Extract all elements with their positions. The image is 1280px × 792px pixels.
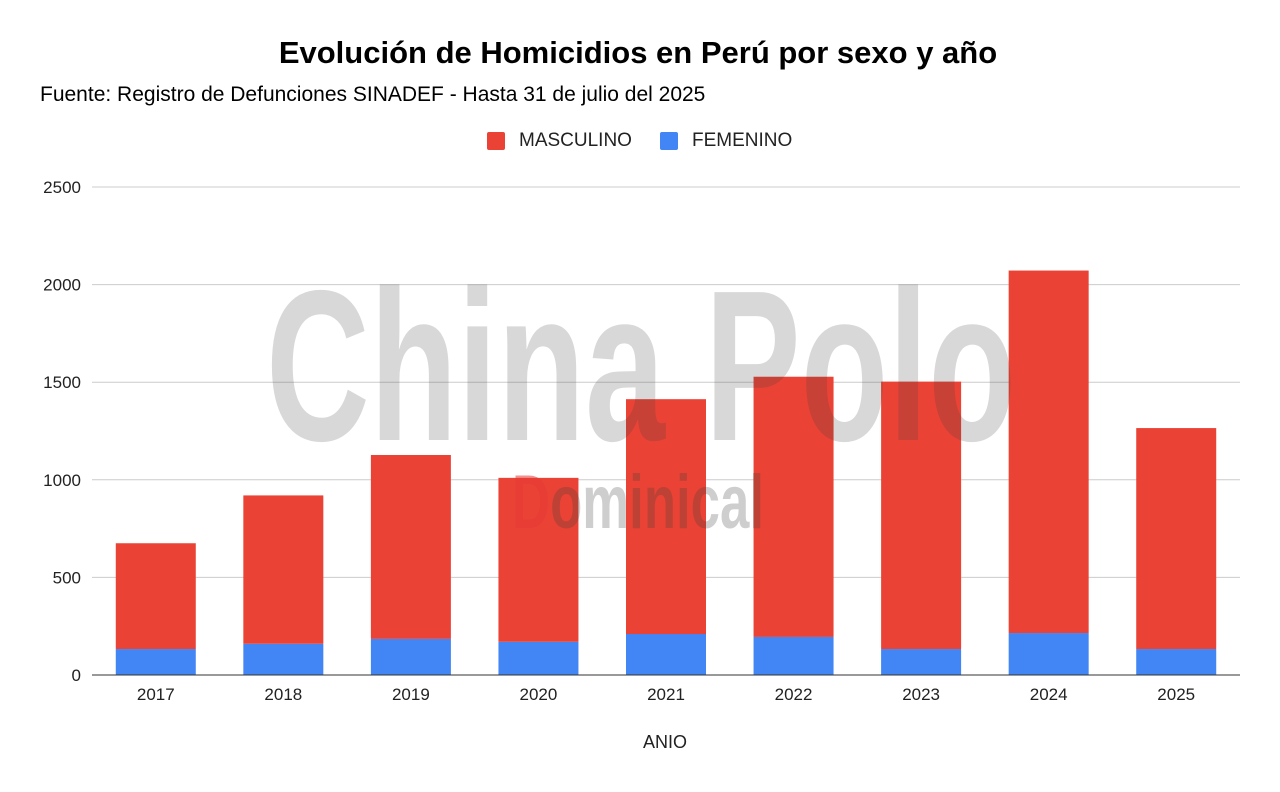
chart-title: Evolución de Homicidios en Perú por sexo… bbox=[278, 35, 998, 70]
watermark-sub-text: Dominical bbox=[512, 460, 764, 545]
bar-masculino-2019[interactable] bbox=[370, 455, 451, 639]
x-tick-label: 2018 bbox=[264, 685, 302, 704]
bars bbox=[115, 270, 1217, 675]
x-tick-label: 2017 bbox=[137, 685, 175, 704]
watermark-main-text: China Polo bbox=[266, 245, 1016, 486]
legend-label-masculino: MASCULINO bbox=[519, 130, 632, 151]
bar-masculino-2025[interactable] bbox=[1136, 428, 1217, 650]
bar-masculino-2022[interactable] bbox=[753, 376, 834, 637]
y-tick-label: 2000 bbox=[43, 276, 81, 295]
x-tick-label: 2019 bbox=[392, 685, 430, 704]
bar-masculino-2020[interactable] bbox=[498, 477, 579, 642]
x-tick-label: 2024 bbox=[1030, 685, 1068, 704]
legend-swatch-masculino bbox=[487, 132, 505, 150]
x-tick-label: 2023 bbox=[902, 685, 940, 704]
x-tick-label: 2025 bbox=[1157, 685, 1195, 704]
x-tick-label: 2020 bbox=[520, 685, 558, 704]
bar-femenino-2020[interactable] bbox=[498, 641, 579, 675]
y-tick-label: 0 bbox=[72, 666, 81, 685]
chart-subtitle: Fuente: Registro de Defunciones SINADEF … bbox=[40, 83, 706, 106]
bar-femenino-2024[interactable] bbox=[1008, 633, 1089, 675]
y-tick-label: 1000 bbox=[43, 471, 81, 490]
y-axis-ticks: 0 500 1000 1500 2000 2500 bbox=[43, 178, 81, 685]
x-axis-title: ANIO bbox=[643, 732, 687, 752]
bar-femenino-2021[interactable] bbox=[626, 634, 706, 675]
legend-label-femenino: FEMENINO bbox=[692, 130, 793, 151]
bar-masculino-2017[interactable] bbox=[115, 543, 196, 650]
bar-masculino-2018[interactable] bbox=[243, 495, 324, 644]
watermark-sub-rest: ominical bbox=[550, 460, 764, 545]
bar-femenino-2018[interactable] bbox=[243, 643, 324, 675]
bar-femenino-2022[interactable] bbox=[753, 636, 834, 675]
bar-femenino-2019[interactable] bbox=[370, 638, 451, 675]
y-tick-label: 500 bbox=[53, 568, 81, 587]
chart-legend: MASCULINO FEMENINO bbox=[0, 130, 1280, 152]
bar-masculino-2021[interactable] bbox=[626, 399, 706, 635]
bar-femenino-2023[interactable] bbox=[881, 649, 962, 675]
x-tick-label: 2021 bbox=[647, 685, 685, 704]
legend-swatch-femenino bbox=[660, 132, 678, 150]
x-tick-label: 2022 bbox=[775, 685, 813, 704]
y-tick-label: 1500 bbox=[43, 373, 81, 392]
bar-femenino-2017[interactable] bbox=[115, 649, 196, 675]
watermark-sub-first-letter: D bbox=[512, 460, 550, 545]
bar-femenino-2025[interactable] bbox=[1136, 649, 1217, 675]
bar-masculino-2024[interactable] bbox=[1008, 270, 1089, 634]
watermark: China Polo Dominical bbox=[266, 245, 1016, 545]
y-tick-label: 2500 bbox=[43, 178, 81, 197]
x-axis-ticks: 2017 2018 2019 2020 2021 2022 2023 2024 2025 bbox=[137, 685, 1195, 704]
bar-masculino-2023[interactable] bbox=[881, 381, 962, 650]
